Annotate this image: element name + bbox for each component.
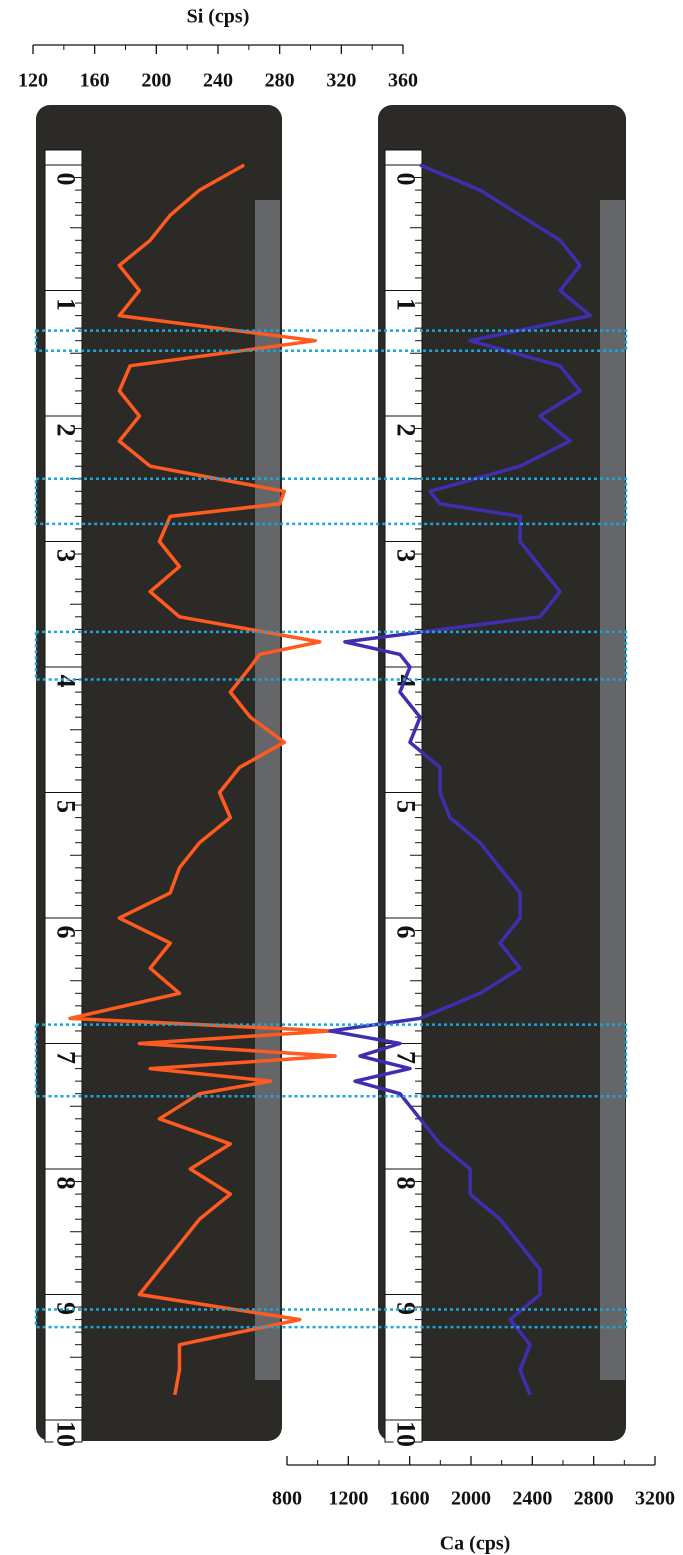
depth-label: 2 [392,424,421,437]
depth-label: 4 [52,675,81,688]
tick-label: 360 [388,70,418,92]
depth-label: 7 [52,1051,81,1064]
depth-label: 3 [392,549,421,562]
tick-label: 2800 [574,1488,614,1510]
depth-label: 7 [392,1051,421,1064]
tick-label: 3200 [635,1488,675,1510]
tick-label: 320 [326,70,356,92]
tick-label: 200 [141,70,171,92]
chart: Si (cps) Ca (cps) 1201602002402803203608… [0,0,683,1555]
depth-label: 3 [52,549,81,562]
tick-label: 1200 [328,1488,368,1510]
tick-label: 240 [203,70,233,92]
tick-label: 1600 [390,1488,430,1510]
depth-label: 0 [52,173,81,186]
depth-label: 10 [392,1421,421,1447]
depth-label: 0 [392,173,421,186]
tick-label: 800 [272,1488,302,1510]
depth-label: 8 [392,1177,421,1190]
tick-label: 160 [80,70,110,92]
depth-label: 6 [392,926,421,939]
depth-label: 5 [392,800,421,813]
core-edge [600,200,625,1380]
tick-label: 120 [18,70,48,92]
core-edge [255,200,280,1380]
depth-label: 10 [52,1421,81,1447]
si-axis-title: Si (cps) [187,6,250,28]
depth-label: 2 [52,424,81,437]
depth-label: 8 [52,1177,81,1190]
ca-axis-title: Ca (cps) [440,1533,511,1555]
depth-label: 6 [52,926,81,939]
tick-label: 2400 [512,1488,552,1510]
depth-label: 1 [52,298,81,311]
tick-label: 280 [265,70,295,92]
depth-label: 1 [392,298,421,311]
depth-label: 5 [52,800,81,813]
tick-label: 2000 [451,1488,491,1510]
